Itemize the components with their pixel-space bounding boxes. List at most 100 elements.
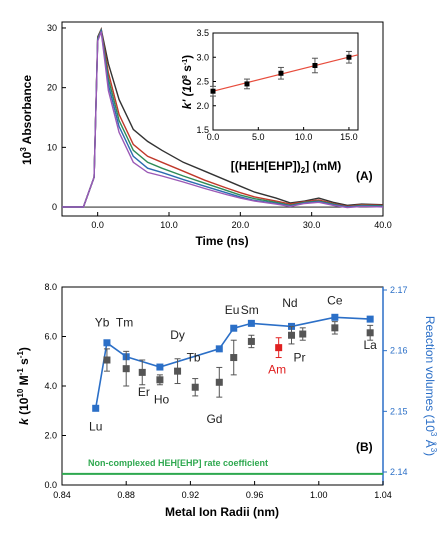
panel-b-baseline-label: Non-complexed HEH[EHP] rate coefficient [88,458,268,468]
panel-a-frame [61,21,384,217]
panel-b-right-tick-label: 2.17 [390,285,408,295]
panel-b-x-ticks: 0.84 0.88 0.92 0.96 1.00 1.04 [53,481,392,500]
panel-b-y-tick-label: 4.0 [44,381,57,391]
panel-a-x-tick-label: 20.0 [232,220,250,230]
panel-b-right-y-label: Reaction volumes (103 Å3) [423,316,438,456]
inset-point [312,62,318,68]
panel-b-y-tick-label: 8.0 [44,282,57,292]
panel-b-rate-point [156,376,164,384]
panel-b-y-tick-label: 2.0 [44,431,57,441]
inset-point [278,70,284,76]
panel-b-right-ticks: 2.14 2.15 2.16 2.17 [383,285,408,477]
inset-point [244,81,250,87]
inset-point [210,88,216,94]
panel-b-x-tick-label: 1.04 [374,490,392,500]
panel-b-rate-point [247,337,255,345]
inset-y-ticks: 1.5 2.0 2.5 3.0 3.5 [196,28,216,135]
panel-b-x-label: Metal Ion Radii (nm) [165,505,279,519]
panel-b-x-tick-label: 0.84 [53,490,71,500]
ion-label: Dy [170,328,185,342]
inset-fit-line [212,54,359,92]
panel-b-volume-point [92,404,100,412]
inset-x-tick-label: 5.0 [252,132,265,142]
panel-b-rate-point [299,330,307,338]
panel-b-right-tick-label: 2.15 [390,406,408,416]
ion-label: Er [138,385,150,399]
ion-label: Sm [241,303,259,317]
panel-b-rate-point [230,354,238,362]
panel-a-y-tick-label: 10 [47,142,57,152]
panel-b-y-tick-label: 6.0 [44,332,57,342]
inset-x-tick-label: 0.0 [207,132,220,142]
panel-b-rate-point [215,378,223,386]
ion-label: Tb [187,350,201,364]
ion-label: Am [268,363,286,377]
panel-a-series [62,26,384,209]
ion-label: Ce [327,293,343,307]
panel-b-rate-point [288,331,296,339]
panel-b-rate-point [331,324,339,332]
panel-b-label: (B) [356,440,373,454]
panel-a-y-tick-label: 0 [52,202,57,212]
panel-b-chart: 0.84 0.88 0.92 0.96 1.00 1.04 0.0 2.0 4.0 6.0 8.0… [16,282,438,519]
panel-b-rate-point [174,367,182,375]
panel-b-volume-point [366,315,374,323]
panel-b-rate-point [191,383,199,391]
inset-y-tick-label: 2.5 [196,77,209,87]
ion-label: Ho [154,392,170,406]
panel-b-volume-point [215,345,223,353]
ion-label: Tm [116,316,133,330]
ion-label: Nd [282,296,297,310]
inset-y-tick-label: 3.0 [196,52,209,62]
panel-a-y-tick-label: 30 [47,23,57,33]
inset-chart: 0.0 5.0 10.0 15.0 1.5 2.0 2.5 3.0 3.5 [(HEH[EHP… [180,28,359,175]
panel-b-volume-point [230,324,238,332]
panel-b-x-tick-label: 0.88 [117,490,135,500]
panel-b-right-tick-label: 2.16 [390,346,408,356]
panel-a-y-ticks: 0 10 20 30 [47,23,66,212]
panel-b-rate-point [366,329,374,337]
panel-b-rate-point [122,365,130,373]
panel-b-am-marker [275,344,283,352]
panel-b-rate-point [103,356,111,364]
panel-b-rate-points [103,321,374,398]
panel-a-chart: 0.0 10.0 20.0 30.0 40.0 0 10 20 30 Time (ns) 10… [19,21,392,248]
inset-x-tick-label: 10.0 [295,132,313,142]
panel-b-x-tick-label: 1.00 [310,490,328,500]
inset-fit [212,54,359,92]
ion-label: Gd [206,412,222,426]
panel-b-volume-point [247,319,255,327]
inset-y-label: k' (108 s-1) [180,55,194,109]
panel-b-x-tick-label: 0.92 [182,490,200,500]
panel-a-x-tick-label: 0.0 [91,220,104,230]
inset-y-tick-label: 1.5 [196,125,209,135]
panel-a-y-label: 103 Absorbance [19,75,34,165]
panel-b-y-ticks: 0.0 2.0 4.0 6.0 8.0 [44,282,66,490]
ion-label: Pr [294,350,306,364]
panel-a-label: (A) [356,169,373,183]
panel-b-volume-point [331,313,339,321]
panel-a-series-line [62,31,384,209]
inset-frame [212,32,359,131]
panel-b-right-tick-label: 2.14 [390,467,408,477]
panel-b-y-label: k (1010 M-1 s-1) [16,347,31,425]
panel-a-x-tick-label: 40.0 [374,220,392,230]
panel-b-volume-line [94,316,371,409]
panel-a-x-tick-label: 10.0 [160,220,178,230]
panel-b-volume-point [103,339,111,347]
panel-a-x-tick-label: 30.0 [303,220,321,230]
ion-label: Eu [225,303,240,317]
panel-a-y-tick-label: 20 [47,83,57,93]
inset-y-tick-label: 3.5 [196,28,209,38]
panel-b-volume-point [156,363,164,371]
panel-b-y-tick-label: 0.0 [44,480,57,490]
panel-b-rate-point [138,368,146,376]
ion-label: Lu [89,420,102,434]
inset-y-tick-label: 2.0 [196,101,209,111]
ion-label: La [363,338,377,352]
inset-x-tick-label: 15.0 [340,132,358,142]
panel-b-am-point [275,337,283,359]
panel-a-x-ticks: 0.0 10.0 20.0 30.0 40.0 [91,212,392,230]
